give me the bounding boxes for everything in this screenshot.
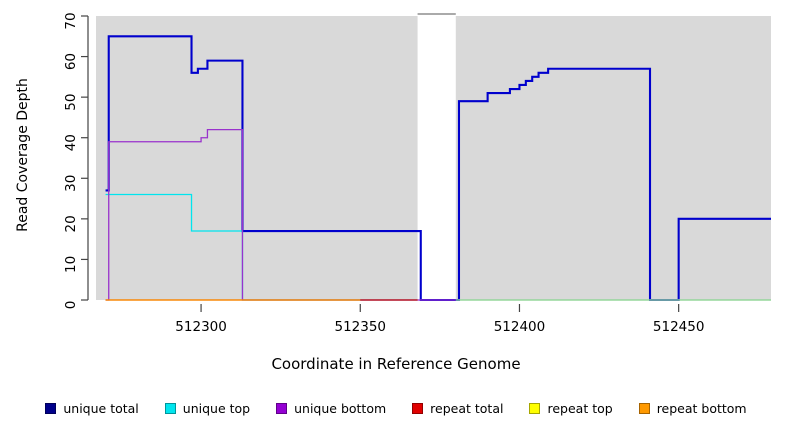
y-tick-label: 70 (63, 12, 79, 29)
legend-label: repeat bottom (656, 400, 747, 416)
y-tick-label: 20 (63, 215, 79, 232)
legend-item-unique-bottom[interactable]: unique bottom (276, 401, 386, 416)
legend-item-unique-total[interactable]: unique total (45, 400, 139, 416)
chart-legend: unique total unique top unique bottom repea… (0, 396, 792, 420)
y-tick-label: 10 (63, 256, 79, 273)
plot-svg: 0 10 20 30 40 50 60 70 512300 512350 512400 512450 (63, 12, 771, 335)
legend-label: unique bottom (294, 400, 387, 416)
legend-swatch-icon (45, 402, 57, 414)
legend-swatch-icon (529, 402, 541, 414)
legend-item-unique-top[interactable]: unique top (164, 400, 251, 416)
data-gap-band (417, 14, 456, 300)
legend-label: repeat total (430, 400, 504, 416)
y-tick-label: 60 (63, 53, 79, 70)
plot-area: 0 10 20 30 40 50 60 70 512300 512350 512400 512450 (63, 12, 771, 335)
x-tick-label: 512300 (175, 319, 227, 335)
y-tick-label: 50 (63, 94, 79, 111)
legend-item-repeat-bottom[interactable]: repeat bottom (638, 400, 747, 416)
legend-swatch-icon (164, 402, 176, 414)
x-tick-label: 512450 (653, 319, 705, 335)
legend-swatch-icon (412, 402, 424, 414)
legend-label: unique top (182, 400, 251, 416)
legend-label: repeat top (547, 400, 613, 416)
legend-swatch-icon (276, 402, 288, 414)
legend-item-repeat-top[interactable]: repeat top (529, 400, 613, 416)
legend-swatch-icon (638, 402, 650, 414)
y-tick-label: 0 (63, 301, 79, 310)
legend-item-repeat-total[interactable]: repeat total (412, 401, 503, 416)
legend-label: unique total (63, 400, 139, 416)
y-tick-label: 30 (63, 175, 79, 192)
x-tick-label: 512400 (494, 319, 546, 335)
x-tick-label: 512350 (334, 319, 386, 335)
series-line-unique-total (105, 35, 771, 302)
x-axis-label: Coordinate in Reference Genome (271, 355, 521, 373)
y-tick-label: 40 (63, 134, 79, 151)
